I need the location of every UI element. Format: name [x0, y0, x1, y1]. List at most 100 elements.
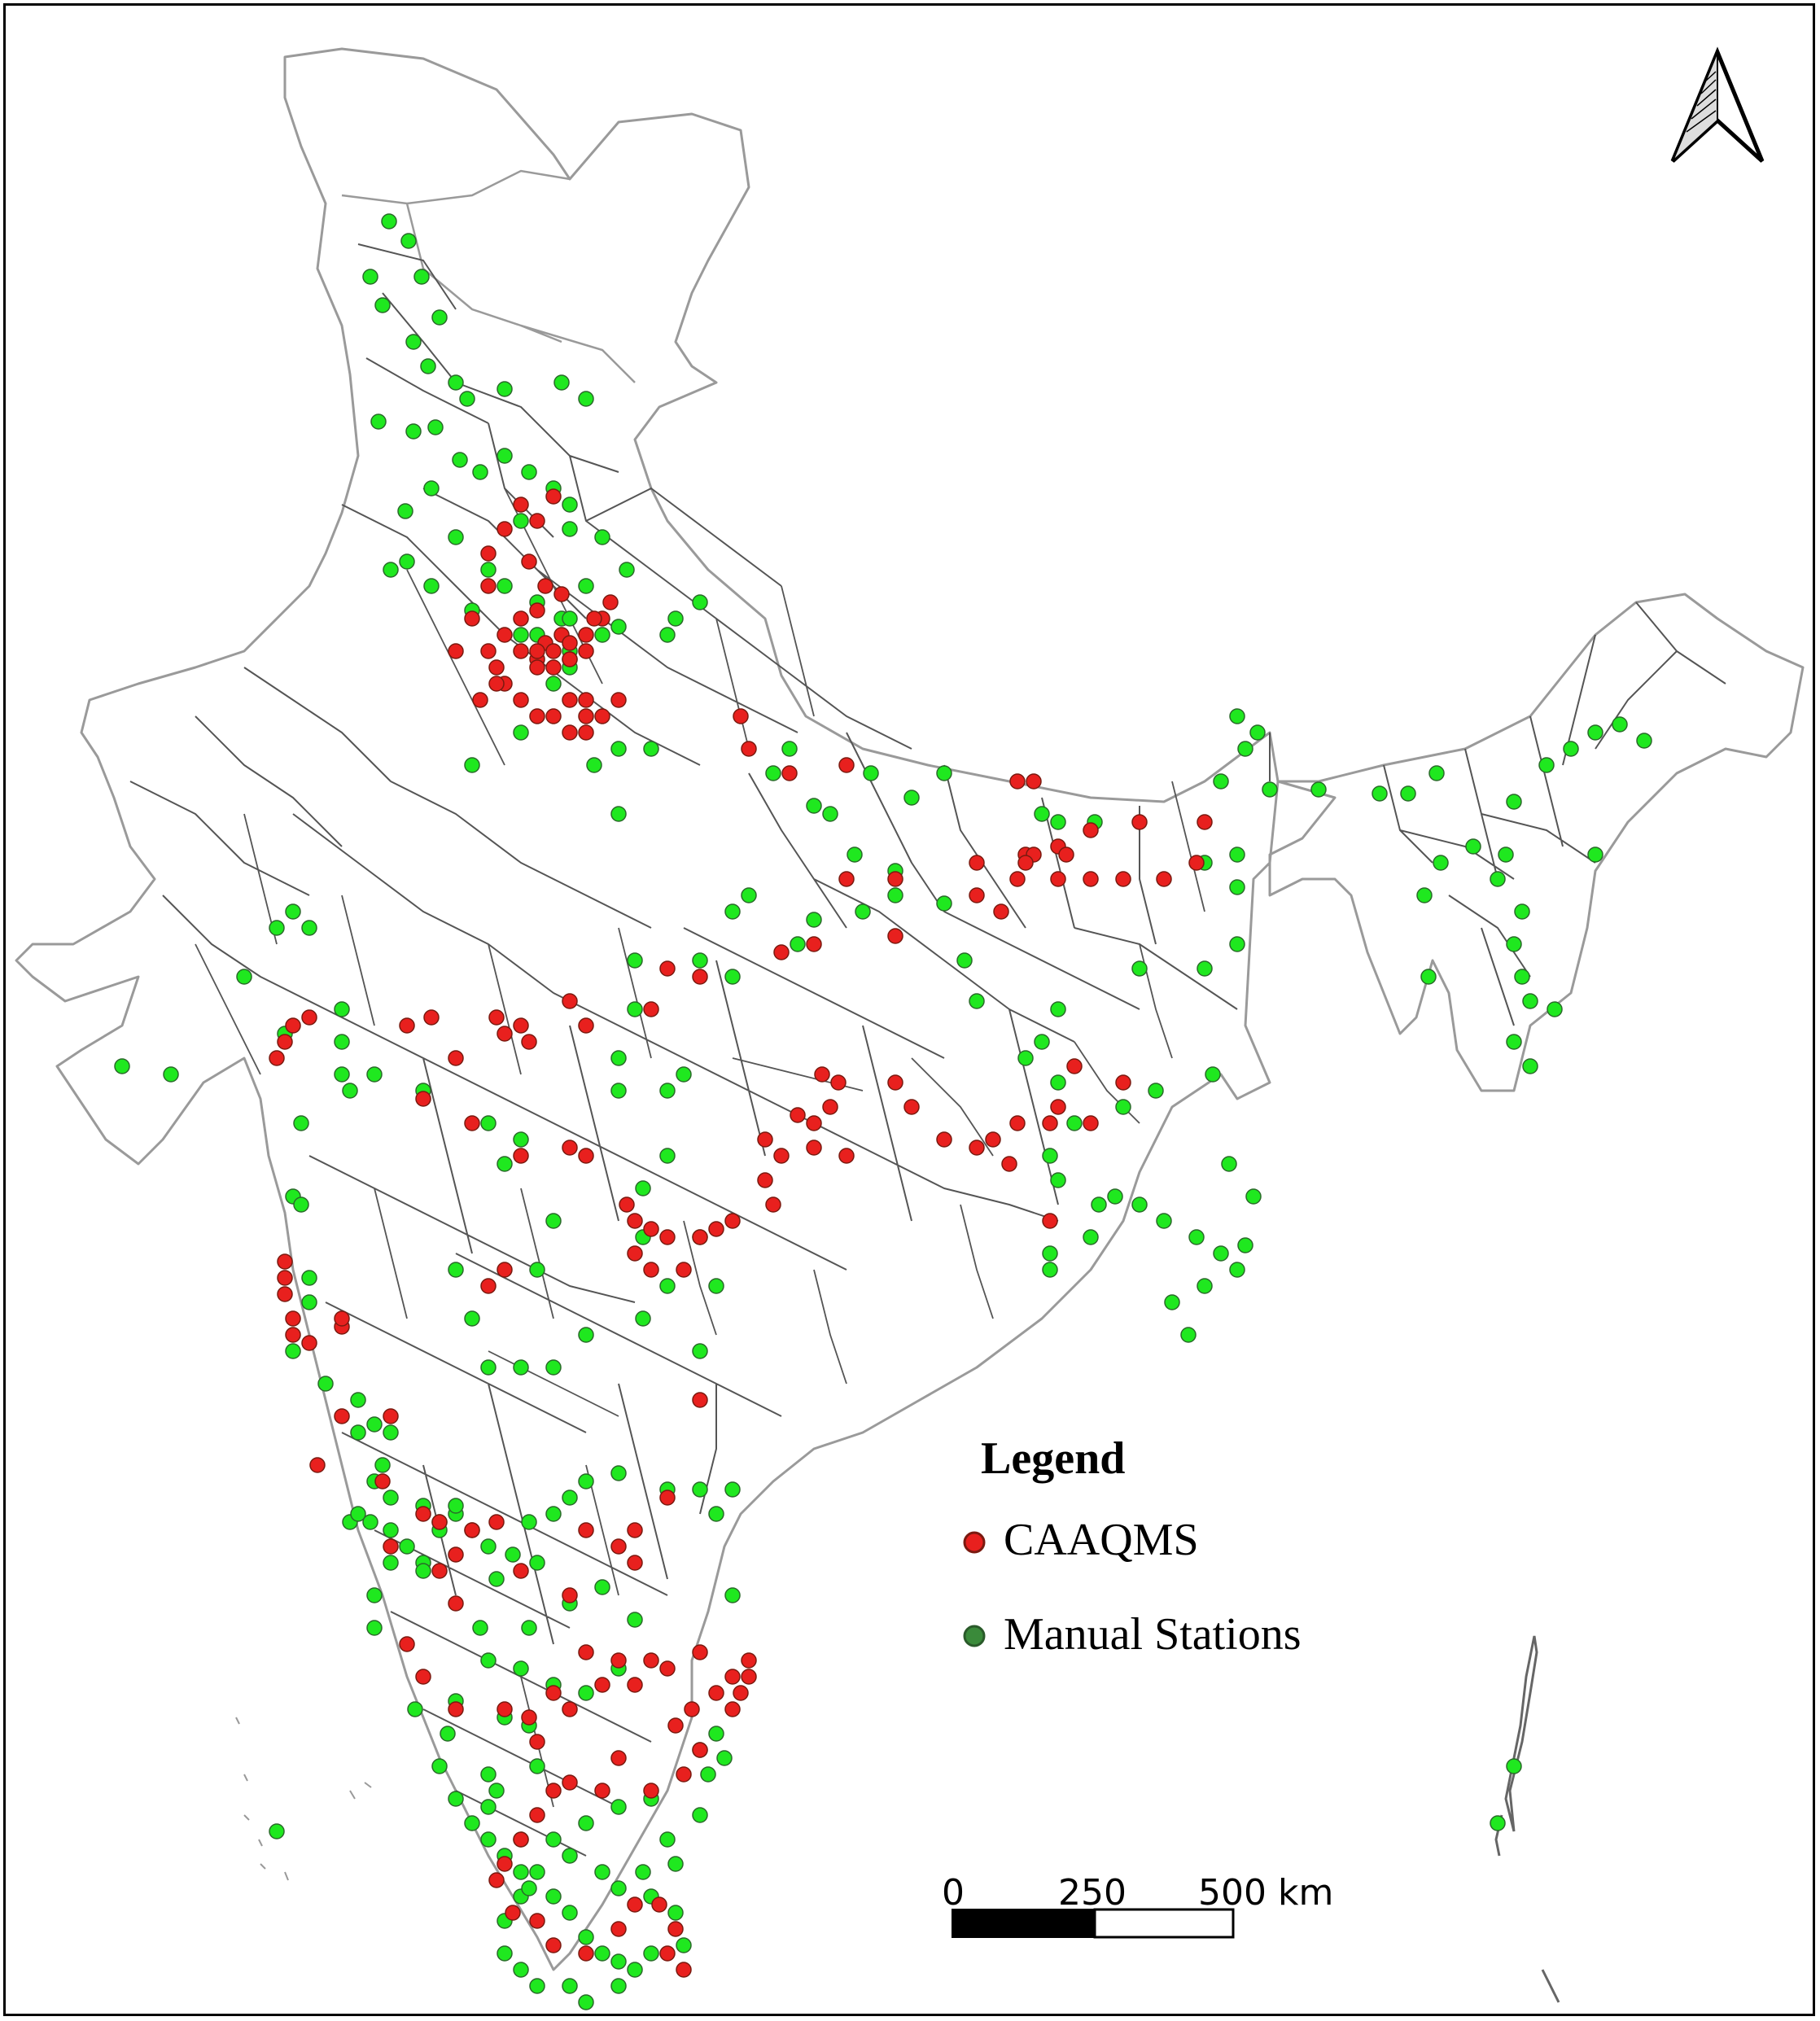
manual-station-marker	[619, 562, 635, 578]
manual-station-marker	[472, 1620, 488, 1636]
manual-station-marker	[1506, 794, 1522, 810]
caaqms-station-marker	[562, 724, 578, 741]
manual-station-marker	[1372, 785, 1388, 802]
manual-station-marker	[1400, 785, 1416, 802]
manual-station-marker	[1050, 1172, 1066, 1188]
caaqms-station-marker	[1050, 871, 1066, 887]
caaqms-station-marker	[545, 643, 562, 659]
manual-station-marker	[1050, 814, 1066, 830]
caaqms-station-marker	[838, 871, 855, 887]
manual-station-marker	[822, 806, 838, 822]
manual-station-marker	[399, 1538, 415, 1555]
caaqms-station-marker	[773, 1148, 790, 1164]
manual-station-marker	[431, 1758, 448, 1774]
manual-station-marker	[578, 578, 594, 594]
caaqms-station-marker	[521, 553, 537, 570]
manual-station-marker	[269, 1823, 285, 1839]
manual-station-marker	[497, 1156, 513, 1172]
caaqms-station-marker	[1156, 871, 1172, 887]
scale-tick-0: 0	[942, 1872, 965, 1914]
manual-station-marker	[1213, 1245, 1229, 1262]
caaqms-station-marker	[578, 1148, 594, 1164]
country-outline	[15, 47, 1805, 1971]
manual-station-marker	[1050, 1001, 1066, 1017]
manual-station-marker	[692, 1481, 708, 1498]
caaqms-station-marker	[399, 1636, 415, 1652]
manual-station-marker	[448, 374, 464, 391]
manual-station-marker	[521, 1880, 537, 1896]
caaqms-station-marker	[448, 1050, 464, 1066]
caaqms-station-marker	[741, 741, 757, 757]
manual-station-marker	[480, 1115, 497, 1131]
manual-station-marker	[1034, 806, 1050, 822]
caaqms-station-marker	[529, 1913, 545, 1929]
manual-station-marker	[659, 1148, 676, 1164]
scale-bar	[952, 1908, 1235, 1939]
caaqms-station-marker	[1009, 1115, 1026, 1131]
manual-station-marker	[627, 952, 643, 969]
caaqms-station-marker	[480, 578, 497, 594]
caaqms-station-marker	[594, 1677, 610, 1693]
manual-station-marker	[578, 1994, 594, 2010]
manual-station-marker	[407, 1701, 423, 1717]
caaqms-station-marker	[562, 1701, 578, 1717]
manual-station-marker	[610, 1880, 627, 1896]
caaqms-station-marker	[529, 643, 545, 659]
legend-caaqms-label: CAAQMS	[1004, 1515, 1199, 1565]
caaqms-station-marker	[578, 627, 594, 643]
manual-station-marker	[1205, 1066, 1221, 1083]
manual-station-marker	[521, 1620, 537, 1636]
manual-station-marker	[405, 334, 422, 350]
manual-station-marker	[1514, 969, 1530, 985]
manual-station-marker	[610, 1978, 627, 1994]
manual-station-marker	[545, 1506, 562, 1522]
caaqms-station-marker	[545, 1783, 562, 1799]
manual-station-marker	[724, 903, 741, 920]
manual-station-marker	[692, 1343, 708, 1359]
caaqms-station-marker	[806, 1115, 822, 1131]
manual-station-marker	[578, 1815, 594, 1831]
manual-station-marker	[610, 1799, 627, 1815]
caaqms-station-marker	[431, 1563, 448, 1579]
caaqms-station-marker	[1042, 1115, 1058, 1131]
caaqms-station-marker	[448, 1546, 464, 1563]
caaqms-station-marker	[488, 1514, 505, 1530]
caaqms-station-marker	[383, 1408, 399, 1424]
manual-station-marker	[700, 1766, 716, 1783]
caaqms-station-marker	[488, 1872, 505, 1888]
caaqms-station-marker	[643, 1001, 659, 1017]
caaqms-station-marker	[692, 1644, 708, 1660]
manual-station-marker	[399, 553, 415, 570]
caaqms-station-marker	[513, 610, 529, 627]
caaqms-station-marker	[562, 635, 578, 651]
caaqms-station-marker	[269, 1050, 285, 1066]
manual-station-marker	[513, 724, 529, 741]
manual-station-marker	[594, 1945, 610, 1962]
caaqms-station-marker	[488, 659, 505, 676]
manual-station-marker	[1148, 1083, 1164, 1099]
caaqms-station-marker	[545, 659, 562, 676]
caaqms-station-marker	[1083, 822, 1099, 838]
caaqms-station-marker	[513, 497, 529, 513]
manual-station-marker	[1229, 1262, 1245, 1278]
caaqms-station-marker	[643, 1652, 659, 1669]
manual-station-marker	[413, 269, 430, 285]
caaqms-station-marker	[545, 1937, 562, 1953]
north-arrow-icon	[1670, 46, 1765, 163]
caaqms-station-marker	[415, 1506, 431, 1522]
manual-station-marker	[334, 1034, 350, 1050]
manual-stations-layer	[114, 213, 1652, 2010]
caaqms-station-marker	[537, 578, 553, 594]
caaqms-station-marker	[708, 1685, 724, 1701]
manual-station-marker	[635, 1310, 651, 1327]
manual-station-marker	[781, 741, 798, 757]
manual-station-marker	[1245, 1188, 1262, 1205]
manual-station-marker	[936, 765, 952, 781]
manual-station-marker	[301, 920, 317, 936]
manual-station-marker	[350, 1424, 366, 1441]
manual-station-marker	[269, 920, 285, 936]
manual-station-marker	[480, 1831, 497, 1848]
caaqms-station-marker	[1050, 1099, 1066, 1115]
caaqms-station-marker	[741, 1652, 757, 1669]
caaqms-station-marker	[505, 1905, 521, 1921]
